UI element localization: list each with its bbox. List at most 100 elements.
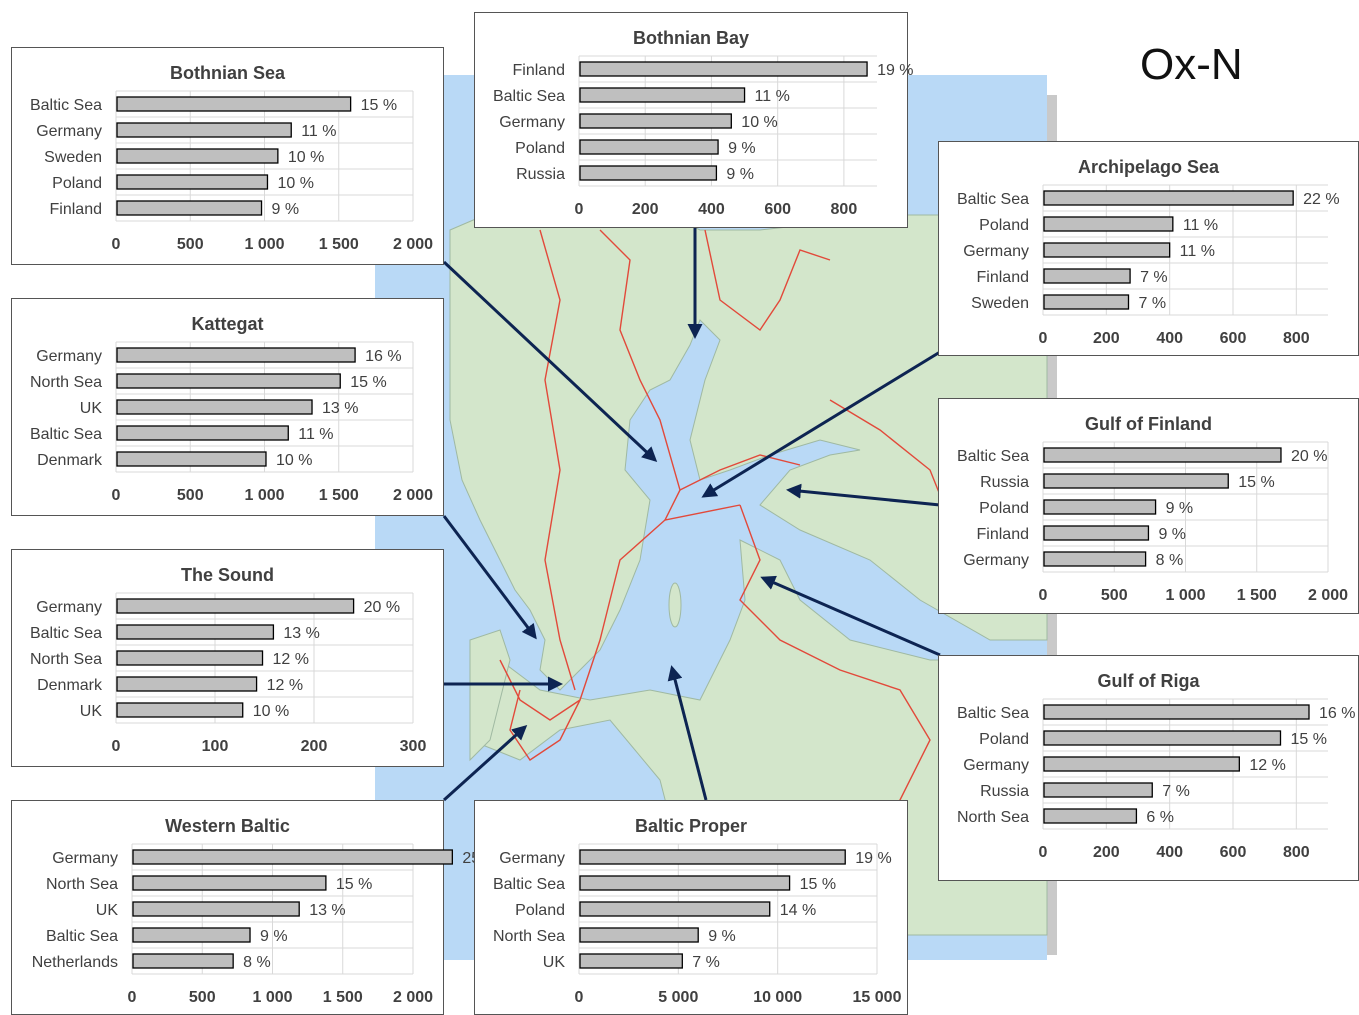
value-label: 12 % — [1249, 757, 1285, 774]
value-label: 11 % — [1180, 243, 1215, 260]
tick-label: 0 — [1039, 587, 1048, 604]
bar — [1043, 216, 1174, 232]
bar — [579, 901, 771, 917]
chart-kattegat: Kattegat Germany 16 % North Sea 15 % UK 13 % Ba… — [11, 298, 444, 516]
chart-bothnian-bay: Bothnian Bay Finland 19 % Baltic Sea 11 % Ger… — [474, 12, 914, 228]
value-label: 15 % — [1238, 474, 1274, 491]
tick-label: 0 — [112, 487, 121, 504]
category-label: Germany — [499, 114, 565, 131]
tick-label: 0 — [112, 738, 121, 755]
bar — [116, 347, 356, 363]
bar — [579, 165, 718, 181]
category-label: Finland — [50, 201, 102, 218]
tick-label: 10 000 — [753, 989, 802, 1006]
bar — [116, 200, 263, 216]
bar — [1043, 242, 1171, 258]
bar — [579, 927, 699, 943]
value-label: 19 % — [877, 62, 913, 79]
category-label: Baltic Sea — [957, 191, 1029, 208]
bar — [579, 87, 746, 103]
bar — [1043, 756, 1240, 772]
tick-label: 800 — [1283, 330, 1310, 347]
bar — [579, 849, 846, 865]
category-label: Baltic Sea — [493, 88, 565, 105]
bar — [1043, 294, 1130, 310]
category-label: UK — [80, 703, 103, 720]
value-label: 9 % — [272, 201, 300, 218]
bar — [1043, 730, 1282, 746]
chart-svg: The Sound Germany 20 % Baltic Sea 13 % North … — [30, 565, 427, 755]
category-label: North Sea — [30, 651, 102, 668]
bar — [116, 148, 279, 164]
tick-label: 1 000 — [244, 236, 284, 253]
chart-svg: Gulf of Finland Baltic Sea 20 % Russia 15 % P… — [957, 414, 1348, 604]
chart-gulf-of-riga: Gulf of Riga Baltic Sea 16 % Poland 15 % Germ… — [938, 655, 1359, 881]
bar — [1043, 268, 1131, 284]
value-label: 13 % — [322, 400, 358, 417]
value-label: 9 % — [260, 928, 288, 945]
bar — [579, 61, 868, 77]
value-label: 7 % — [1140, 269, 1168, 286]
category-label: UK — [543, 954, 566, 971]
category-label: North Sea — [957, 809, 1029, 826]
bar — [132, 927, 251, 943]
category-label: Denmark — [37, 452, 103, 469]
tick-label: 2 000 — [393, 236, 433, 253]
bar — [116, 598, 355, 614]
category-label: UK — [80, 400, 103, 417]
category-label: Poland — [515, 902, 565, 919]
tick-label: 200 — [1093, 330, 1120, 347]
chart-title: Western Baltic — [165, 816, 290, 836]
chart-svg: Archipelago Sea Baltic Sea 22 % Poland 11 % G… — [957, 157, 1340, 347]
tick-label: 1 000 — [252, 989, 292, 1006]
tick-label: 800 — [1283, 844, 1310, 861]
value-label: 20 % — [364, 599, 400, 616]
bar — [1043, 782, 1153, 798]
value-label: 10 % — [741, 114, 777, 131]
category-label: Germany — [963, 243, 1029, 260]
tick-label: 400 — [698, 201, 725, 218]
value-label: 6 % — [1146, 809, 1174, 826]
value-label: 13 % — [283, 625, 319, 642]
tick-label: 0 — [1039, 844, 1048, 861]
value-label: 8 % — [1156, 552, 1184, 569]
bar — [116, 676, 258, 692]
category-label: Poland — [979, 217, 1029, 234]
bar — [579, 953, 683, 969]
bar — [1043, 447, 1282, 463]
tick-label: 0 — [1039, 330, 1048, 347]
bar — [1043, 525, 1150, 541]
value-label: 7 % — [1139, 295, 1167, 312]
tick-label: 400 — [1156, 330, 1183, 347]
tick-label: 5 000 — [658, 989, 698, 1006]
tick-label: 1 500 — [319, 236, 359, 253]
category-label: Poland — [979, 500, 1029, 517]
tick-label: 1 500 — [323, 989, 363, 1006]
bar — [1043, 190, 1294, 206]
tick-label: 500 — [177, 236, 204, 253]
category-label: Finland — [977, 269, 1029, 286]
value-label: 19 % — [855, 850, 891, 867]
category-label: Baltic Sea — [30, 97, 102, 114]
bar — [579, 139, 719, 155]
category-label: Poland — [515, 140, 565, 157]
chart-svg: Baltic Proper Germany 19 % Baltic Sea 15 % Po… — [493, 816, 902, 1006]
value-label: 7 % — [692, 954, 720, 971]
chart-bothnian-sea: Bothnian Sea Baltic Sea 15 % Germany 11 % Swe… — [11, 47, 444, 265]
chart-title: Archipelago Sea — [1078, 157, 1220, 177]
tick-label: 300 — [400, 738, 427, 755]
tick-label: 600 — [1220, 330, 1247, 347]
category-label: Netherlands — [32, 954, 118, 971]
chart-title: Bothnian Sea — [170, 63, 286, 83]
bar — [132, 875, 327, 891]
value-label: 12 % — [273, 651, 309, 668]
chart-svg: Bothnian Bay Finland 19 % Baltic Sea 11 % Ger… — [493, 28, 914, 218]
tick-label: 1 500 — [1237, 587, 1277, 604]
tick-label: 2 000 — [1308, 587, 1348, 604]
value-label: 9 % — [728, 140, 756, 157]
chart-the-sound: The Sound Germany 20 % Baltic Sea 13 % North … — [11, 549, 444, 767]
bar — [116, 399, 313, 415]
category-label: Russia — [980, 783, 1029, 800]
category-label: Finland — [513, 62, 565, 79]
chart-title: Baltic Proper — [635, 816, 747, 836]
